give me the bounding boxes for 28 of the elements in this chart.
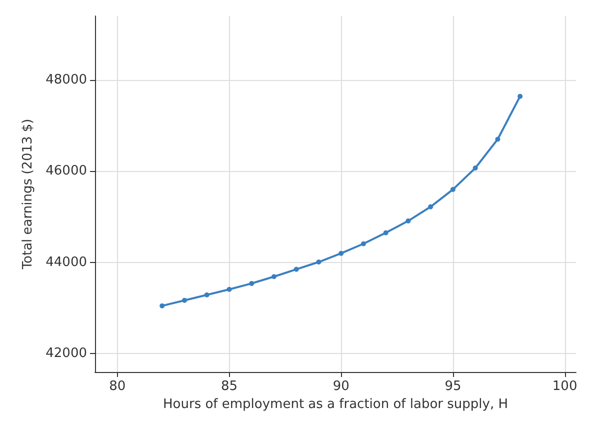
x-tick-label: 90 — [332, 379, 350, 394]
point — [360, 241, 366, 246]
point — [472, 165, 478, 170]
x-axis-title: Hours of employment as a fraction of labor supply, H — [162, 397, 508, 412]
point — [182, 298, 187, 303]
x-tick-label: 85 — [220, 379, 238, 394]
point — [428, 204, 434, 210]
y-tick-label: 48000 — [46, 72, 87, 88]
point — [450, 186, 456, 192]
point — [406, 218, 411, 224]
point — [338, 250, 344, 256]
y-axis-title: Total earnings (2013 $) — [20, 118, 36, 270]
point — [249, 280, 254, 286]
point — [383, 230, 388, 236]
y-tick-label: 44000 — [46, 254, 87, 270]
point — [226, 286, 232, 292]
x-tick-label: 95 — [444, 379, 462, 394]
x-tick-label: 100 — [552, 379, 578, 394]
point — [518, 94, 523, 99]
point — [160, 303, 165, 308]
point — [204, 292, 210, 298]
point — [495, 136, 500, 142]
point — [316, 260, 322, 265]
x-tick-label: 80 — [109, 379, 126, 394]
point — [294, 266, 299, 272]
y-tick-label: 46000 — [46, 164, 87, 179]
y-tick-label: 42000 — [46, 346, 87, 362]
point — [271, 274, 276, 280]
